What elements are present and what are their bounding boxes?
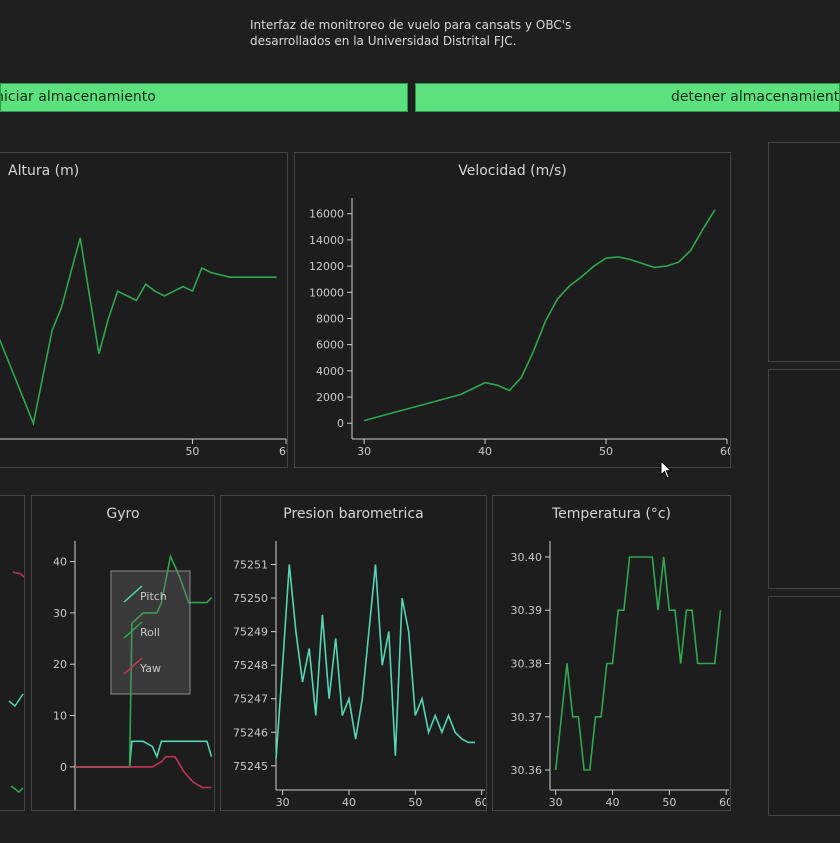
velocidad-y-tick-label: 0 [337, 417, 344, 430]
gyro-legend-swatch-pitch [123, 585, 143, 603]
velocidad-y-tick-label: 14000 [309, 234, 344, 247]
gyro-legend-swatch-yaw [123, 657, 143, 675]
temperatura-y-tick-label: 30.38 [511, 658, 543, 671]
velocidad-chart-svg: 30 40 50 60 0 2000 4000 6000 8000 10000 12000 14000… [309, 198, 731, 458]
velocidad-x-tick-label: 60 [720, 445, 731, 458]
temperatura-chart-panel: Temperatura (°c) 30 40 50 60 30.36 30.37 30.38… [492, 495, 731, 811]
gyro-legend: Pitch Roll Yaw [110, 570, 191, 695]
cut-chart-line-red [12, 571, 24, 579]
presion-chart-panel: Presion barometrica 30 40 50 60 75245 75246 75… [220, 495, 487, 811]
presion-y-tick-label: 75251 [233, 558, 268, 571]
gyro-chart-svg: 0 10 20 30 40 Pitch Roll Yaw [53, 541, 213, 810]
gyro-series-yaw [75, 755, 212, 789]
gyro-legend-label-roll: Roll [140, 626, 160, 639]
velocidad-y-tick-label: 8000 [316, 312, 344, 325]
gyro-legend-label-pitch: Pitch [140, 590, 167, 603]
cut-chart-line-green [10, 785, 24, 793]
start-storage-button[interactable]: Iniciar almacenamiento [0, 83, 408, 112]
altura-series-altura [0, 237, 277, 427]
presion-y-tick-label: 75248 [233, 659, 268, 672]
presion-y-tick-label: 75247 [233, 693, 268, 706]
velocidad-x-tick-label: 50 [599, 445, 613, 458]
temperatura-x-tick-label: 60 [719, 796, 731, 809]
cut-chart-line-teal [8, 693, 24, 708]
temperatura-y-tick-label: 30.37 [511, 711, 543, 724]
temperatura-series-temperatura [554, 556, 722, 771]
altura-x-tick-label: 50 [185, 445, 199, 458]
velocidad-y-tick-label: 16000 [309, 208, 344, 221]
temperatura-x-tick-label: 30 [549, 796, 563, 809]
temperatura-y-tick-label: 30.40 [511, 551, 543, 564]
gyro-chart-panel: Gyro 0 10 20 30 40 Pitch Roll Yaw [31, 495, 215, 811]
temperatura-y-tick-label: 30.36 [511, 764, 543, 777]
gyro-y-tick-label: 10 [53, 710, 67, 723]
presion-y-tick-label: 75250 [233, 592, 268, 605]
temperatura-x-tick-label: 40 [606, 796, 620, 809]
presion-x-tick-label: 40 [342, 796, 356, 809]
velocidad-y-tick-label: 4000 [316, 365, 344, 378]
stop-storage-label: detener almacenamiento [671, 89, 840, 105]
presion-x-tick-label: 30 [276, 796, 290, 809]
temperatura-y-tick-label: 30.39 [511, 604, 543, 617]
app-header: Interfaz de monitroreo de vuelo para can… [250, 17, 670, 49]
start-storage-label: Iniciar almacenamiento [0, 89, 156, 105]
side-panel-bottom [768, 596, 840, 816]
gyro-legend-label-yaw: Yaw [139, 662, 161, 675]
temperatura-chart-svg: 30 40 50 60 30.36 30.37 30.38 30.39 30.40 [511, 541, 731, 809]
velocidad-x-tick-label: 40 [478, 445, 492, 458]
side-panel-middle [768, 369, 840, 589]
gyro-y-tick-label: 30 [53, 607, 67, 620]
stop-storage-button[interactable]: detener almacenamiento [415, 83, 840, 112]
presion-series-presion [275, 564, 475, 760]
altura-chart-title: Altura (m) [8, 163, 80, 179]
gyro-y-tick-label: 20 [53, 658, 67, 671]
velocidad-y-tick-label: 12000 [309, 260, 344, 273]
gyro-chart-title: Gyro [106, 506, 140, 522]
altura-x-tick-label: 60 [279, 445, 288, 458]
header-line-2: desarrollados en la Universidad Distrita… [250, 34, 517, 48]
presion-y-tick-label: 75249 [233, 626, 268, 639]
gyro-y-tick-label: 0 [60, 761, 67, 774]
altura-chart-panel: Altura (m) 50 60 [0, 152, 288, 468]
presion-y-tick-label: 75245 [233, 760, 268, 773]
presion-x-tick-label: 50 [408, 796, 422, 809]
velocidad-y-tick-label: 10000 [309, 286, 344, 299]
cut-chart-svg [8, 571, 24, 793]
presion-chart-svg: 30 40 50 60 75245 75246 75247 75248 75249 75250 75… [233, 541, 487, 809]
velocidad-y-tick-label: 6000 [316, 339, 344, 352]
gyro-legend-swatch-roll [123, 621, 143, 639]
cut-chart-panel [0, 495, 25, 811]
temperatura-x-tick-label: 50 [662, 796, 676, 809]
presion-chart-title: Presion barometrica [283, 506, 424, 522]
presion-y-tick-label: 75246 [233, 726, 268, 739]
velocidad-series-velocidad [363, 209, 716, 422]
velocidad-chart-title: Velocidad (m/s) [458, 163, 567, 179]
velocidad-chart-panel: Velocidad (m/s) 30 40 50 60 0 2000 4000 6000 800… [294, 152, 731, 468]
temperatura-chart-title: Temperatura (°c) [551, 506, 672, 522]
gyro-series-pitch [75, 740, 213, 768]
velocidad-y-tick-label: 2000 [316, 391, 344, 404]
altura-chart-svg: 50 60 [0, 237, 288, 458]
velocidad-x-tick-label: 30 [357, 445, 371, 458]
side-panel-top [768, 142, 840, 362]
header-line-1: Interfaz de monitroreo de vuelo para can… [250, 18, 572, 32]
mouse-cursor-icon [660, 460, 673, 479]
presion-x-tick-label: 60 [475, 796, 487, 809]
gyro-y-tick-label: 40 [53, 556, 67, 569]
